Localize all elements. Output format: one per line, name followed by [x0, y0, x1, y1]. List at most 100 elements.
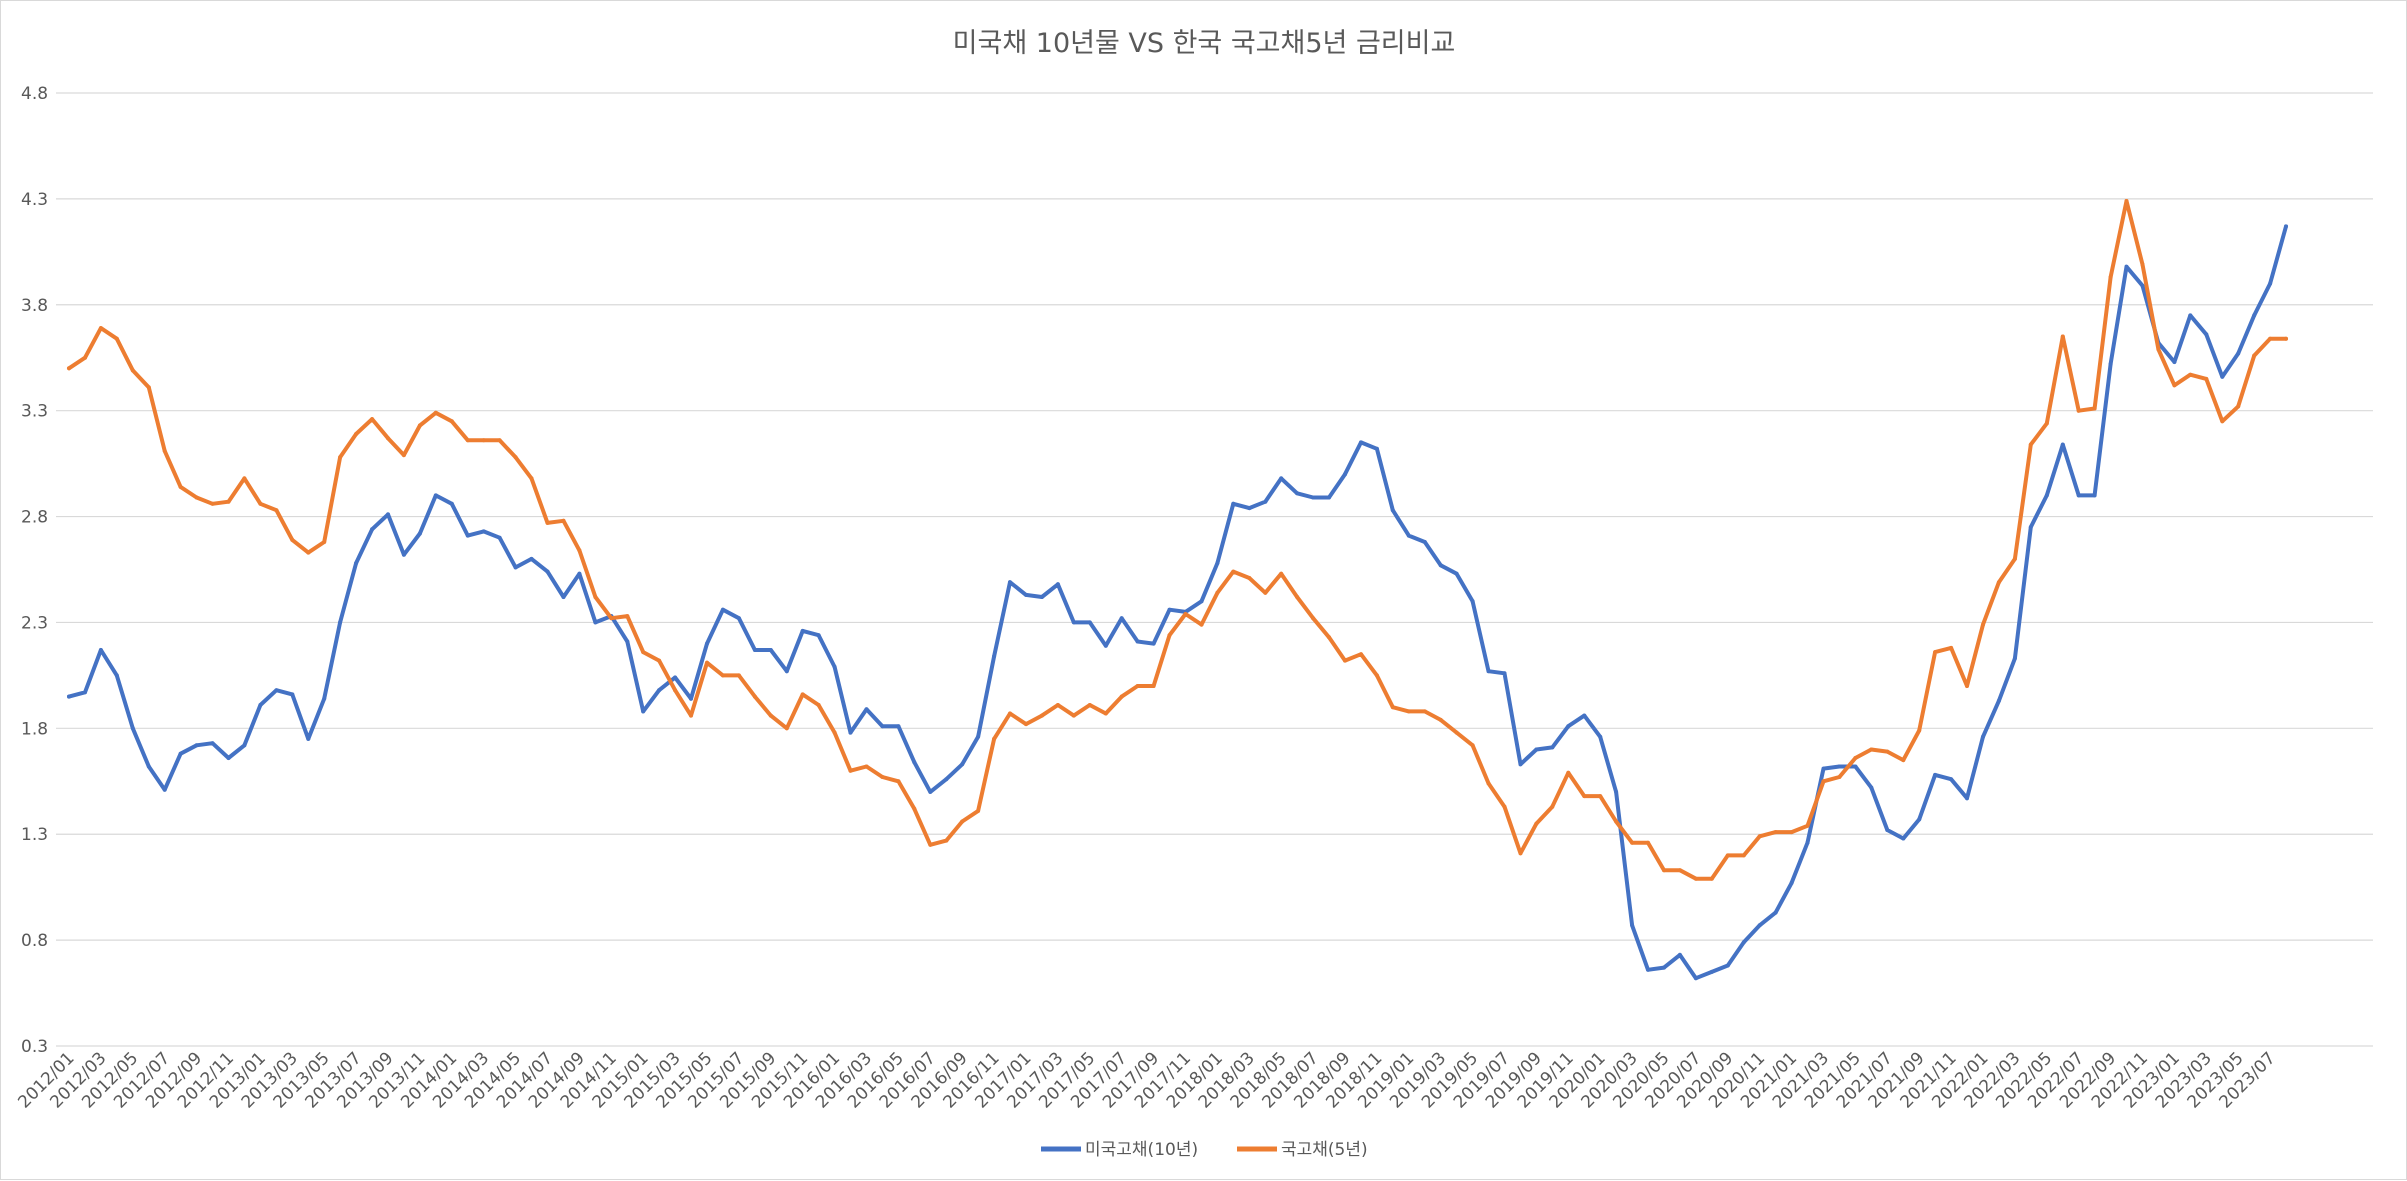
data-point	[992, 654, 997, 659]
data-point	[705, 660, 709, 665]
data-point	[960, 819, 965, 824]
series-line[interactable]	[67, 199, 2288, 881]
data-point	[449, 501, 454, 506]
data-point	[242, 743, 247, 748]
data-point	[1837, 775, 1842, 779]
data-point	[1725, 853, 1730, 858]
data-point	[1630, 840, 1635, 845]
data-point	[944, 838, 949, 843]
data-point	[1981, 622, 1985, 627]
data-point	[1422, 540, 1427, 544]
data-point	[2220, 374, 2225, 379]
chart-title: 미국채 10년물 VS 한국 국고채5년 금리비교	[953, 28, 1456, 59]
data-point	[1709, 876, 1714, 881]
legend-item-kr-5y[interactable]: 국고채(5년)	[1237, 1140, 1368, 1160]
data-point	[1406, 533, 1411, 538]
data-point	[2092, 406, 2097, 411]
data-point	[752, 648, 757, 652]
data-point	[1470, 599, 1475, 604]
data-point	[83, 690, 87, 695]
data-point	[720, 607, 725, 612]
data-point	[1199, 622, 1204, 627]
data-point	[2188, 372, 2193, 377]
data-point	[1486, 781, 1491, 786]
data-point	[880, 724, 885, 729]
data-point	[832, 730, 837, 735]
data-point	[290, 692, 295, 697]
data-point	[2172, 383, 2177, 388]
data-point	[1933, 772, 1938, 777]
data-point	[976, 808, 981, 813]
data-point	[1502, 671, 1507, 676]
data-point	[242, 476, 247, 481]
data-point	[1295, 595, 1300, 599]
data-point	[1327, 495, 1331, 500]
data-point	[178, 484, 183, 489]
data-point	[1103, 711, 1108, 716]
data-point	[1167, 633, 1172, 638]
data-point	[1693, 876, 1698, 881]
legend-item-us-10y[interactable]: 미국고채(10년)	[1041, 1140, 1198, 1160]
data-point	[1693, 976, 1698, 981]
data-point	[1135, 639, 1140, 644]
data-point	[800, 628, 805, 633]
data-point	[545, 569, 550, 574]
data-point	[896, 779, 901, 784]
data-point	[1486, 669, 1491, 674]
data-point	[1646, 967, 1650, 972]
data-point	[1406, 709, 1411, 714]
data-point	[1039, 595, 1044, 599]
data-point	[1821, 766, 1826, 771]
data-point	[2028, 442, 2033, 447]
data-point	[433, 410, 438, 415]
data-point	[1566, 724, 1571, 729]
data-point	[322, 540, 327, 544]
series-lines	[67, 199, 2288, 981]
data-point	[67, 366, 71, 371]
data-point	[226, 756, 231, 760]
data-point	[513, 455, 518, 460]
data-point	[1789, 880, 1794, 885]
data-point	[1199, 599, 1204, 604]
data-point	[1550, 804, 1555, 809]
data-point	[290, 537, 295, 542]
data-point	[880, 775, 885, 779]
data-point	[417, 531, 422, 536]
data-point	[481, 438, 486, 443]
data-point	[1773, 830, 1778, 835]
series-line[interactable]	[67, 224, 2288, 981]
data-point	[768, 713, 773, 718]
series-0	[67, 224, 2288, 981]
data-point	[2236, 404, 2241, 409]
data-point	[2284, 336, 2288, 341]
data-point	[2140, 262, 2145, 267]
data-point	[226, 499, 231, 504]
data-point	[1151, 641, 1156, 646]
data-point	[1646, 840, 1650, 845]
data-point	[1949, 777, 1954, 782]
data-point	[609, 616, 614, 621]
data-point	[673, 688, 678, 693]
data-point	[1119, 694, 1124, 699]
data-point	[1853, 756, 1858, 760]
data-point	[1295, 491, 1300, 496]
data-point	[1518, 762, 1523, 767]
data-point	[1996, 580, 2001, 585]
data-point	[1757, 923, 1762, 928]
data-point	[1071, 620, 1076, 625]
data-point	[1741, 853, 1746, 858]
y-tick-label: 3.3	[21, 402, 48, 422]
data-point	[2012, 556, 2017, 561]
data-point	[146, 385, 151, 390]
data-point	[1518, 851, 1523, 856]
data-point	[370, 417, 375, 422]
data-point	[2172, 360, 2177, 364]
data-point	[1024, 592, 1028, 597]
data-point	[1582, 713, 1587, 718]
data-point	[114, 336, 119, 341]
data-point	[1614, 819, 1619, 824]
data-point	[1598, 794, 1603, 799]
data-point	[1534, 821, 1539, 826]
data-point	[481, 529, 486, 534]
data-point	[1263, 499, 1268, 504]
